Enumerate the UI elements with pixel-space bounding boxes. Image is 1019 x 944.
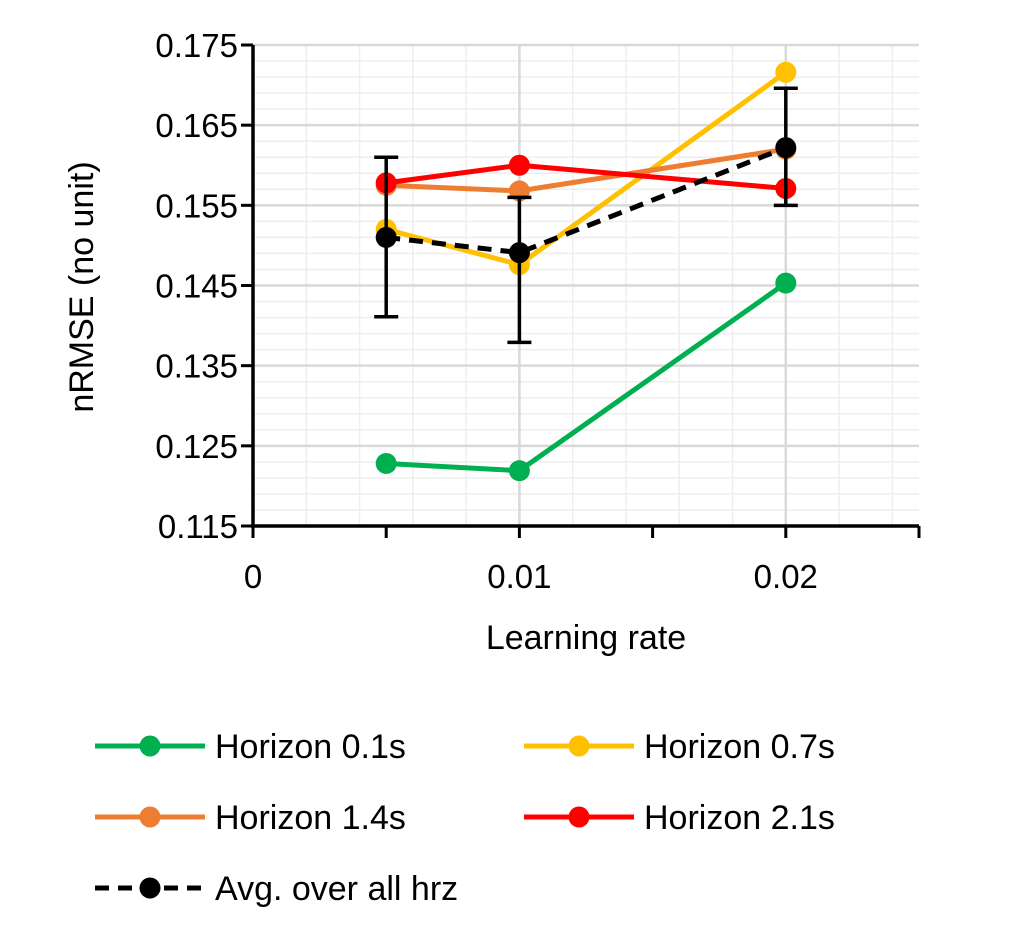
legend-label: Horizon 1.4s (215, 799, 406, 837)
data-point (508, 154, 530, 176)
legend-label: Avg. over all hrz (215, 870, 458, 908)
legend-item: Horizon 0.1s (95, 728, 406, 766)
y-tick-label: 0.175 (155, 27, 238, 64)
legend: Horizon 0.1s Horizon 0.7s Horizon 1.4s Hori… (95, 728, 835, 908)
axes (241, 43, 921, 538)
error-bars (374, 86, 798, 345)
y-tick-label: 0.155 (155, 187, 238, 224)
series-line (385, 70, 788, 268)
y-tick-label: 0.135 (155, 348, 238, 385)
y-tick-label: 0.145 (155, 268, 238, 305)
legend-item: Horizon 0.7s (524, 728, 835, 766)
series-layer (375, 61, 797, 482)
legend-item: Avg. over all hrz (95, 870, 458, 908)
legend-swatch-marker (139, 735, 161, 757)
legend-swatch-marker (568, 735, 590, 757)
y-axis-title: nRMSE (no unit) (63, 161, 101, 412)
legend-swatch-marker (568, 806, 590, 828)
legend-label: Horizon 2.1s (644, 799, 835, 837)
x-axis-title: Learning rate (486, 619, 686, 657)
x-tick-label: 0.01 (487, 558, 551, 595)
series-line (385, 145, 787, 256)
x-tick-labels: 0 0.01 0.02 (244, 558, 818, 595)
x-tick-label: 0 (244, 558, 262, 595)
major-grid (251, 43, 919, 528)
y-tick-labels: 0.115 0.125 0.135 0.145 0.155 0.165 0.175 (155, 27, 238, 545)
data-point (375, 452, 397, 474)
y-tick-label: 0.165 (155, 107, 238, 144)
series-1 (375, 272, 797, 482)
y-tick-label: 0.115 (158, 508, 238, 545)
legend-item: Horizon 1.4s (95, 799, 406, 837)
data-point (775, 272, 797, 294)
legend-swatch-marker (139, 806, 161, 828)
series-line (386, 281, 788, 474)
y-tick-label: 0.125 (155, 428, 238, 465)
legend-item: Horizon 2.1s (524, 799, 835, 837)
legend-swatch-marker (139, 877, 161, 899)
legend-label: Horizon 0.7s (644, 728, 835, 766)
x-tick-label: 0.02 (754, 558, 818, 595)
data-point (508, 460, 530, 482)
legend-label: Horizon 0.1s (215, 728, 406, 766)
data-point (775, 61, 797, 83)
